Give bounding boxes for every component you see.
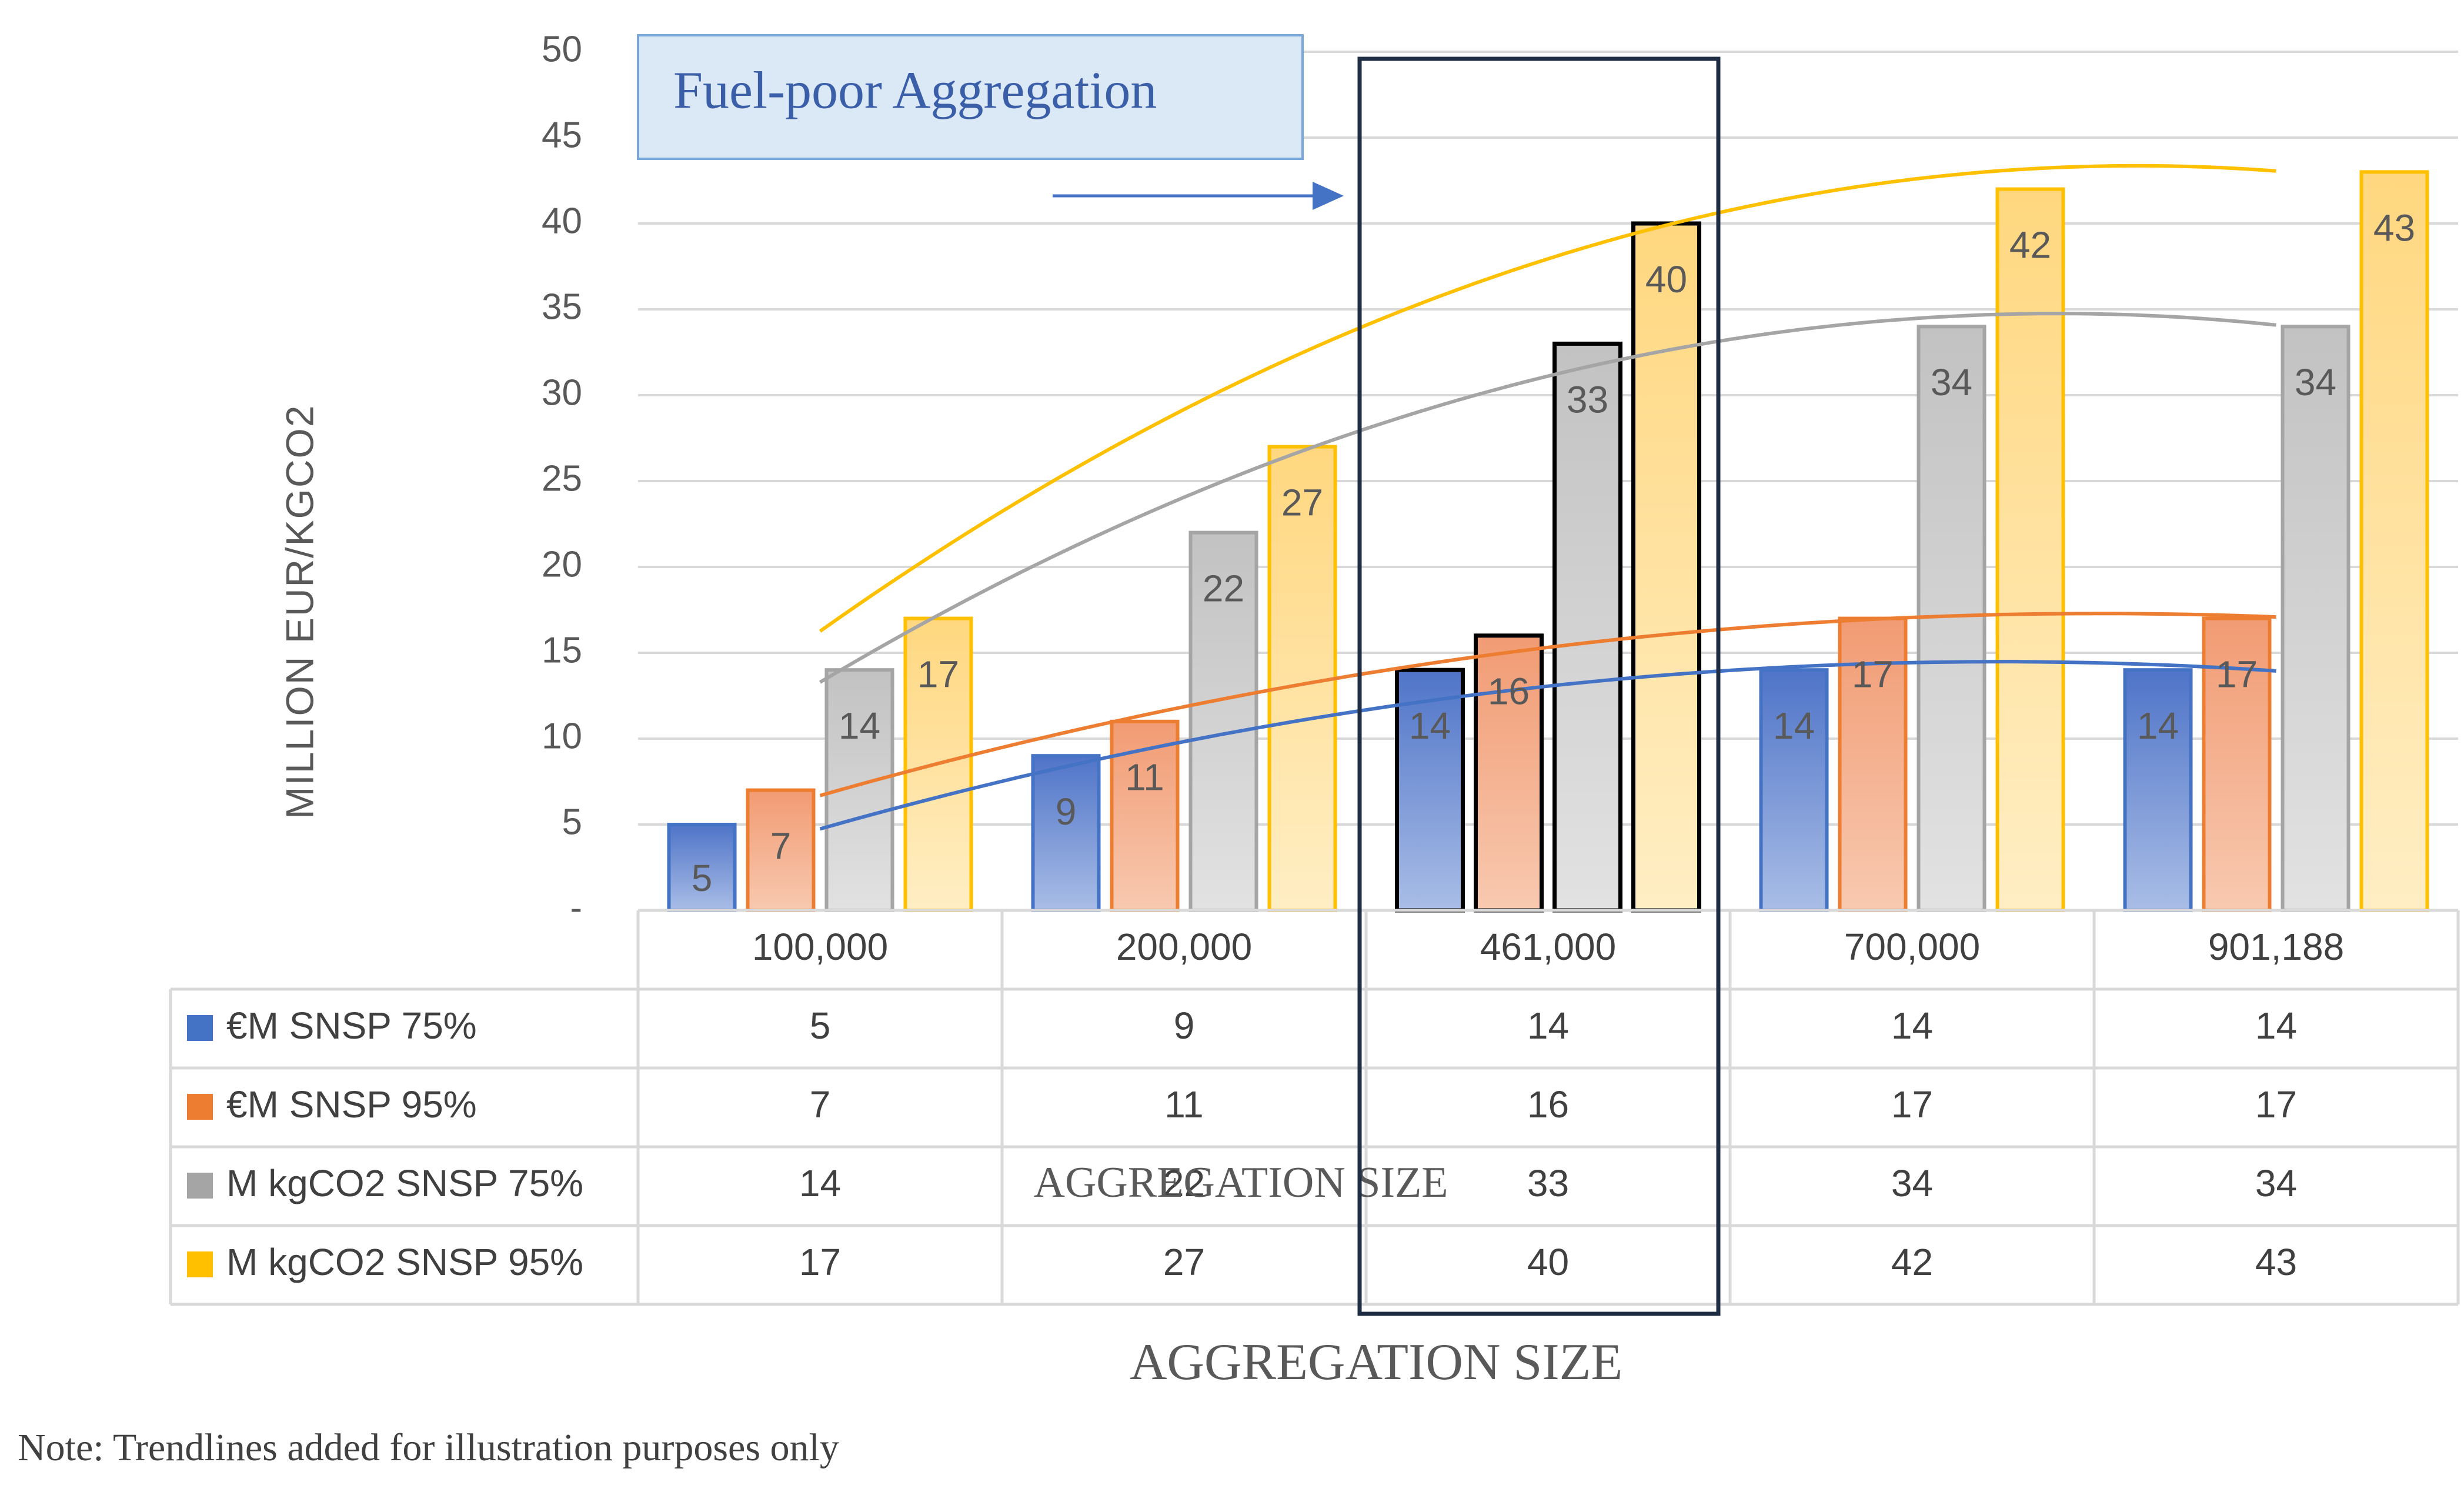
bar [2359,170,2429,912]
data-label: 5 [692,857,713,899]
data-label: 9 [1056,790,1077,833]
legend-swatch [187,1094,213,1120]
trendlines [819,163,2276,831]
table-cell: 34 [2255,1162,2297,1204]
table-cell: 7 [810,1083,831,1126]
data-label: 40 [1645,258,1687,301]
data-label: 14 [2137,705,2179,747]
data-label: 7 [770,825,792,867]
data-table: 100,000 200,000 461,000 700,000 901,188 €M SN… [169,909,2460,1306]
table-cell: 16 [1527,1083,1569,1126]
table-cell: 42 [1891,1241,1933,1283]
annotation-arrow [1053,182,1344,210]
bar [2281,325,2351,912]
data-label: 34 [1931,361,1972,403]
x-tick-label: 100,000 [752,926,888,968]
y-tick-label: 50 [542,29,582,69]
data-label: 17 [2216,653,2258,696]
data-label: 42 [2009,224,2051,266]
trendline [819,612,2276,797]
x-axis-label: AGGREGATION SIZE [1130,1334,1622,1391]
annotation-box: Fuel-poor Aggregation [637,34,1304,160]
table-cell: 33 [1527,1162,1569,1204]
table-cell: 17 [2255,1083,2297,1126]
data-labels: 5 9 14 14 14 7 11 16 17 17 14 22 33 34 34 17 27 40 42 43 [692,206,2415,899]
bar [1838,616,1908,912]
trendline [819,660,2276,831]
x-axis-label-overlap: AGGREGATION SIZE [1034,1159,1448,1207]
data-label: 34 [2295,361,2336,403]
data-label: 11 [1125,756,1164,799]
footnote: Note: Trendlines added for illustration … [18,1426,839,1469]
bar [2123,668,2193,912]
x-tick-label: 461,000 [1480,926,1616,968]
data-label: 22 [1203,568,1244,610]
table-cell: 22 [1163,1162,1205,1204]
legend-swatch [187,1015,213,1041]
table-cell: 34 [1891,1162,1933,1204]
y-tick-label: 15 [542,630,582,670]
table-cell: 11 [1164,1083,1203,1126]
data-label: 17 [1852,653,1894,696]
y-tick-label: 40 [542,201,582,241]
x-tick-label: 700,000 [1844,926,1980,968]
bar [1631,221,1701,913]
x-tick-label: 901,188 [2208,926,2344,968]
y-tick-label: 5 [562,802,582,842]
trendline [819,312,2276,684]
table-cell: 5 [810,1004,831,1047]
table-cell: 43 [2255,1241,2297,1283]
data-label: 14 [839,705,880,747]
data-label: 33 [1567,378,1608,420]
y-tick-label: 20 [542,544,582,585]
y-tick-label: 25 [542,458,582,499]
data-label: 14 [1773,705,1815,747]
bar [1552,341,1622,913]
data-label: 43 [2373,206,2415,249]
y-axis-ticks: - 5 10 15 20 25 30 35 40 45 50 [542,29,582,928]
y-tick-label: 10 [542,716,582,756]
bar [1031,754,1101,912]
bar [746,788,816,912]
y-tick-label: 35 [542,286,582,327]
bar [1759,668,1829,912]
y-tick-label: 45 [542,115,582,155]
table-cell: 14 [2255,1004,2297,1047]
highlight-box [1357,56,1721,1316]
legend-swatch [187,1251,213,1277]
data-label: 16 [1488,670,1530,713]
table-cell: 14 [1527,1004,1569,1047]
y-axis-label: MILLION EUR/KGCO2 [278,404,321,819]
table-cell: 27 [1163,1241,1205,1283]
table-cell: 9 [1174,1004,1195,1047]
trendline [819,163,2276,633]
data-label: 17 [917,653,959,696]
legend-label: €M SNSP 75% [226,1004,477,1047]
x-tick-label: 200,000 [1116,926,1252,968]
legend-label: M kgCO2 SNSP 95% [226,1241,583,1283]
table-cell: 40 [1527,1241,1569,1283]
bar [667,823,737,912]
y-tick-label: - [570,887,582,928]
annotation-label: Fuel-poor Aggregation [673,62,1157,120]
legend-swatch [187,1173,213,1199]
table-cell: 14 [799,1162,841,1204]
legend-label: M kgCO2 SNSP 75% [226,1162,583,1204]
y-tick-label: 30 [542,372,582,413]
table-cell: 17 [799,1241,841,1283]
data-label: 27 [1281,482,1323,524]
bar [1188,530,1258,912]
bar [1995,187,2065,913]
legend-label: €M SNSP 95% [226,1083,477,1126]
table-cell: 14 [1891,1004,1933,1047]
table-cell: 17 [1891,1083,1933,1126]
data-label: 14 [1409,705,1451,747]
